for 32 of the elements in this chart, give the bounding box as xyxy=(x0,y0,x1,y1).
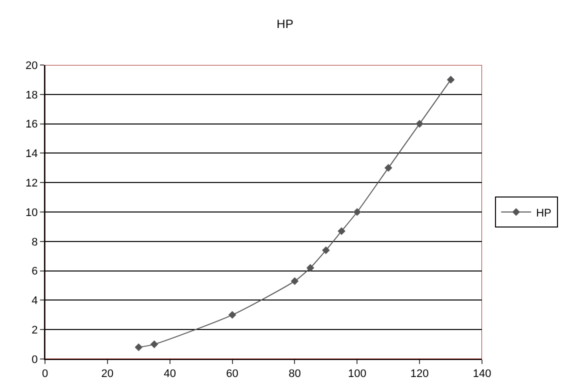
y-tick-label: 16 xyxy=(26,118,38,131)
y-tick-label: 14 xyxy=(26,148,38,160)
point xyxy=(322,246,330,254)
point xyxy=(353,208,362,216)
point xyxy=(228,311,236,319)
point xyxy=(338,227,346,236)
point xyxy=(384,164,392,172)
x-tick-label: 140 xyxy=(472,368,492,380)
y-tick-label: 8 xyxy=(32,236,38,248)
legend-label: HP xyxy=(536,207,552,220)
y-tick-label: 6 xyxy=(32,266,38,278)
x-tick-label: 120 xyxy=(410,368,429,380)
x-tick-label: 80 xyxy=(288,368,301,380)
x-tick-label: 100 xyxy=(348,368,366,380)
x-tick-label: 60 xyxy=(226,368,238,380)
x-tick-label: 0 xyxy=(42,368,48,380)
y-tick-label: 10 xyxy=(26,206,38,219)
y-tick-label: 20 xyxy=(26,60,38,72)
x-tick-label: 20 xyxy=(101,368,114,380)
point xyxy=(134,343,143,352)
point xyxy=(446,76,455,84)
point xyxy=(306,264,314,272)
y-tick-label: 18 xyxy=(26,89,38,102)
y-tick-label: 0 xyxy=(32,354,38,366)
y-tick-label: 12 xyxy=(26,177,38,190)
chart-title: HP xyxy=(276,17,294,31)
y-tick-label: 2 xyxy=(32,324,38,336)
point xyxy=(290,277,299,285)
point xyxy=(150,340,158,348)
y-tick-label: 4 xyxy=(32,295,38,308)
x-tick-label: 40 xyxy=(164,368,176,380)
point xyxy=(416,120,424,128)
